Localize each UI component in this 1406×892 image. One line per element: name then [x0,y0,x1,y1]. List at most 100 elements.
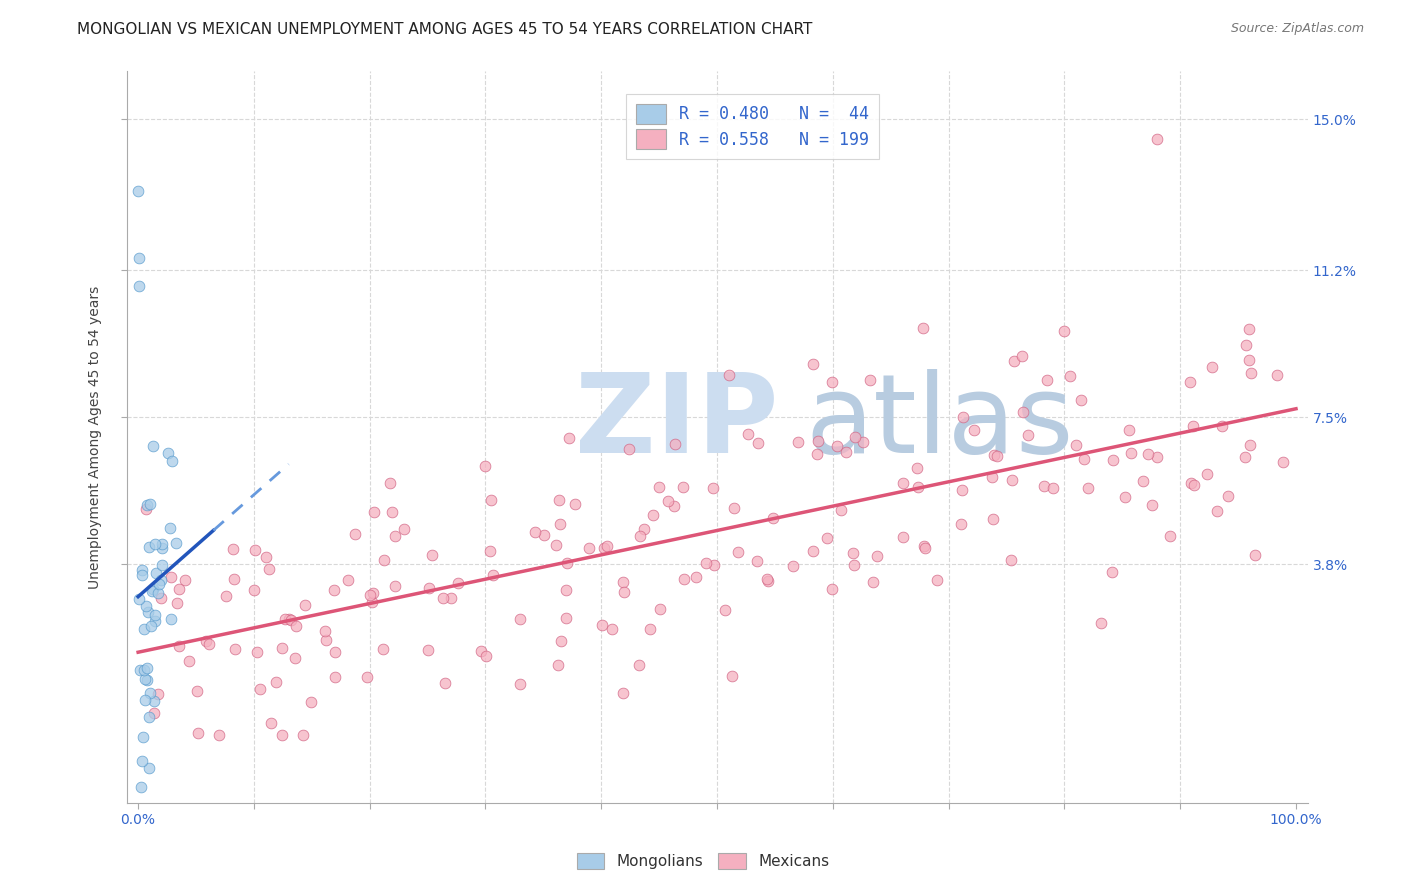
Point [1070,393,1092,408]
Point [156,445,179,459]
Point [821,375,844,389]
Point [257,562,280,576]
Point [592,541,614,556]
Point [756,573,779,587]
Point [343,526,366,541]
Point [981,511,1004,525]
Point [1206,504,1229,518]
Point [821,582,844,597]
Point [1181,419,1204,434]
Point [434,676,457,690]
Point [323,645,346,659]
Point [859,373,882,387]
Point [1146,132,1168,146]
Point [952,409,974,424]
Point [509,612,531,626]
Point [596,540,619,554]
Point [167,582,190,597]
Point [271,728,294,742]
Point [143,614,166,628]
Point [787,434,810,449]
Point [801,544,824,558]
Point [141,584,163,599]
Point [129,780,152,794]
Point [782,559,804,574]
Point [591,617,613,632]
Point [134,672,156,686]
Point [132,730,155,744]
Point [727,545,749,559]
Point [166,596,188,610]
Point [284,618,307,632]
Point [127,184,149,198]
Point [747,554,769,568]
Point [554,610,576,624]
Point [695,556,717,570]
Point [142,439,165,453]
Point [470,643,492,657]
Point [138,761,160,775]
Point [758,574,780,588]
Point [131,563,153,577]
Point [641,508,664,522]
Point [160,454,183,468]
Point [479,544,502,558]
Point [138,685,160,699]
Point [1114,490,1136,504]
Point [356,669,378,683]
Point [160,570,183,584]
Point [844,430,866,444]
Point [131,754,153,768]
Point [361,586,384,600]
Point [702,481,724,495]
Point [564,497,586,511]
Point [149,574,172,588]
Point [381,505,404,519]
Point [1101,566,1123,580]
Text: ZIP: ZIP [575,369,779,476]
Point [274,612,297,626]
Point [1001,473,1024,487]
Point [136,673,159,687]
Legend: R = 0.480   N =  44, R = 0.558   N = 199: R = 0.480 N = 44, R = 0.558 N = 199 [626,95,879,159]
Point [627,658,650,673]
Point [672,480,695,494]
Point [150,541,173,555]
Point [146,586,169,600]
Point [475,648,498,663]
Point [1201,359,1223,374]
Point [186,684,208,698]
Point [420,548,443,562]
Point [222,572,245,586]
Point [359,588,381,602]
Point [1011,349,1033,363]
Point [482,568,505,582]
Point [911,320,934,334]
Point [963,423,986,437]
Point [138,709,160,723]
Point [146,687,169,701]
Point [373,642,395,657]
Point [141,619,163,633]
Point [1132,474,1154,488]
Point [1267,368,1289,383]
Point [224,641,246,656]
Point [1211,418,1233,433]
Point [1237,353,1260,368]
Point [950,517,973,532]
Point [128,592,150,607]
Point [1182,478,1205,492]
Point [617,442,640,456]
Point [844,558,866,572]
Point [638,622,661,636]
Point [612,575,634,590]
Point [280,614,302,628]
Point [717,368,740,383]
Point [315,632,337,647]
Point [187,726,209,740]
Point [600,622,623,636]
Point [762,510,785,524]
Point [363,505,385,519]
Point [1240,366,1263,380]
Point [1237,322,1260,336]
